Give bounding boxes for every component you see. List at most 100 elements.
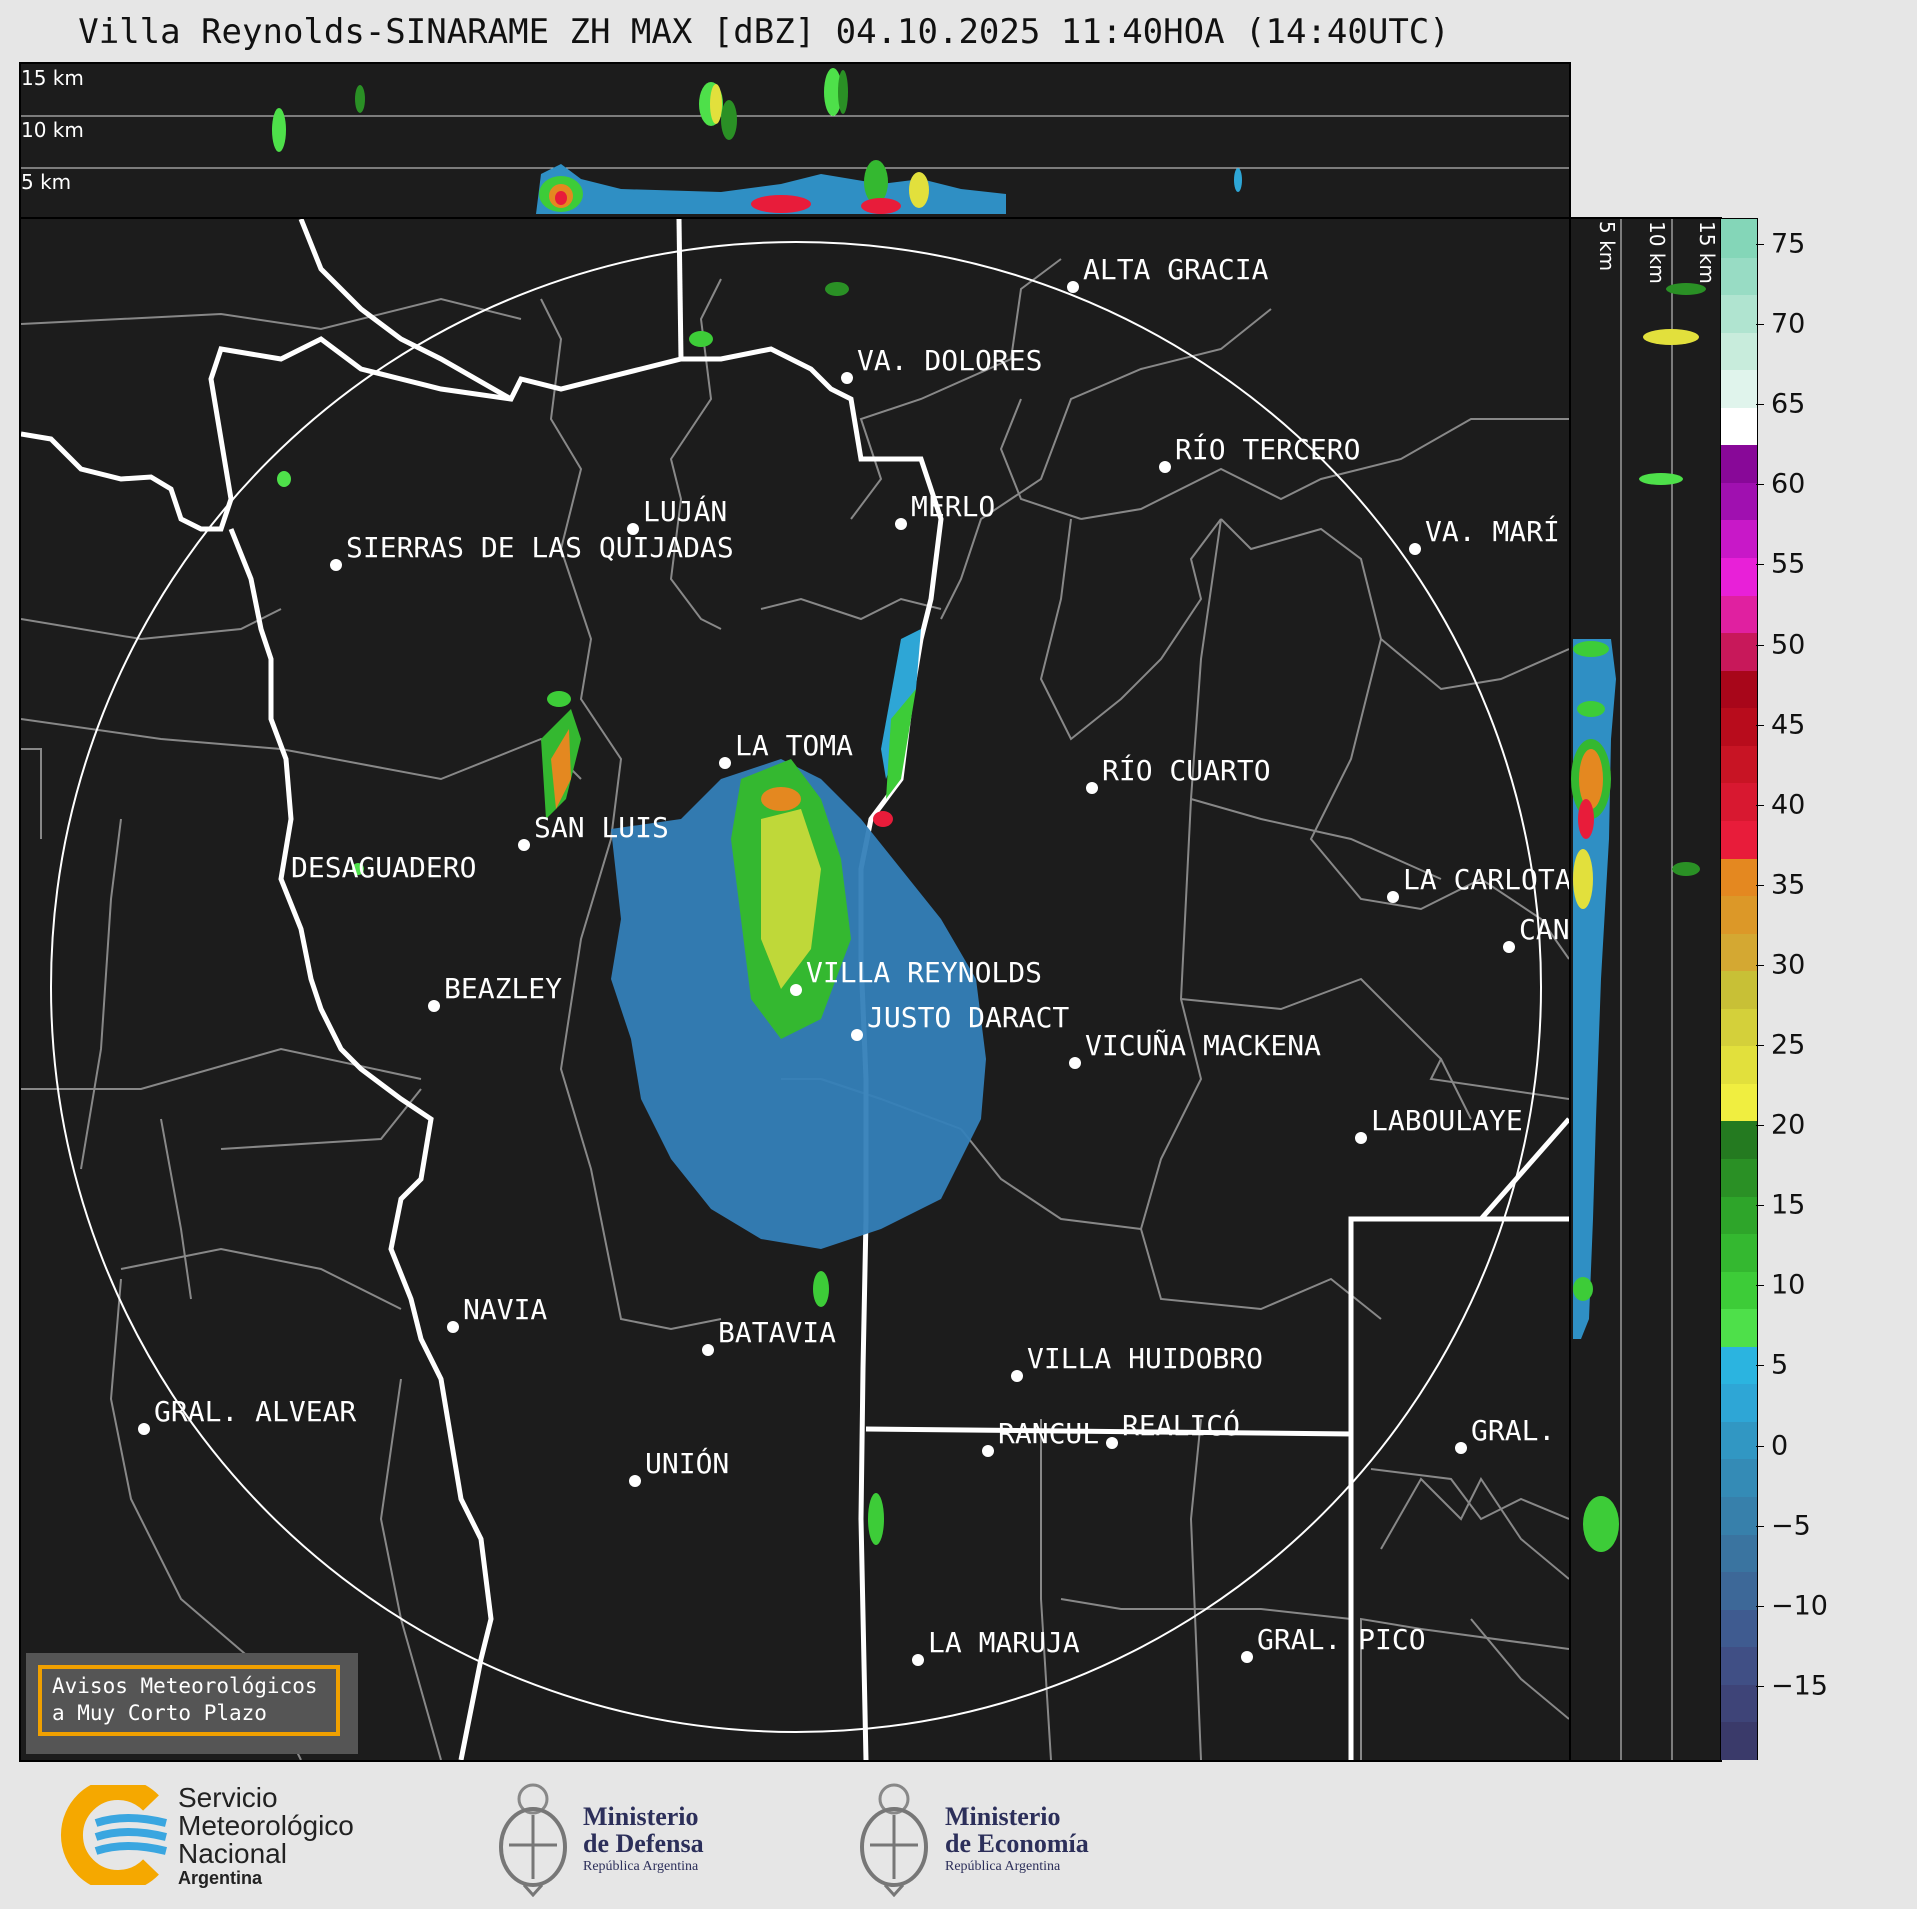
smn-line-4: Argentina — [178, 1868, 263, 1888]
colorbar-segment — [1721, 1045, 1757, 1084]
top-cross-section-panel: 15 km 10 km 5 km — [19, 62, 1571, 219]
city-dot — [1067, 281, 1079, 293]
city-dot — [1159, 461, 1171, 473]
city-label: RÍO TERCERO — [1175, 433, 1361, 466]
defensa-line-2: de Defensa — [583, 1829, 704, 1858]
city-dot — [629, 1475, 641, 1487]
colorbar-segment — [1721, 932, 1757, 972]
top-cross-section-graphic — [21, 68, 1569, 214]
colorbar-segment — [1721, 707, 1757, 746]
dbz-colorbar — [1720, 218, 1758, 1760]
city-label: JUSTO DARACT — [867, 1001, 1070, 1034]
colorbar-segment — [1721, 294, 1757, 333]
economia-emblem-icon — [860, 1783, 928, 1897]
city-dot — [912, 1654, 924, 1666]
city-label: LA TOMA — [735, 729, 854, 762]
colorbar-segment — [1721, 1571, 1757, 1610]
colorbar-tick — [1756, 644, 1764, 646]
city-dot — [1106, 1437, 1118, 1449]
defensa-line-1: Ministerio — [583, 1802, 699, 1831]
colorbar-segment — [1721, 1533, 1757, 1573]
colorbar-segment — [1721, 1270, 1757, 1310]
colorbar-segment — [1721, 632, 1757, 671]
top-level-label-10km: 10 km — [21, 118, 84, 142]
colorbar-tick — [1756, 1525, 1764, 1527]
colorbar-segment — [1721, 895, 1757, 934]
city-label: SIERRAS DE LAS QUIJADAS — [346, 531, 734, 564]
colorbar-segment — [1721, 519, 1757, 559]
city-dot — [138, 1423, 150, 1435]
city-dot — [1503, 941, 1515, 953]
city-dot — [447, 1321, 459, 1333]
colorbar-tick-label: 0 — [1771, 1430, 1789, 1461]
colorbar-segment — [1721, 1383, 1757, 1422]
colorbar-tick — [1756, 324, 1764, 326]
colorbar-tick — [1756, 1365, 1764, 1367]
colorbar-segment — [1721, 1721, 1757, 1760]
city-dot — [851, 1029, 863, 1041]
colorbar-tick-label: 35 — [1771, 869, 1806, 901]
colorbar-segment — [1721, 594, 1757, 634]
warning-link-box[interactable]: Avisos Meteorológicos a Muy Corto Plazo — [26, 1653, 358, 1754]
chart-title: Villa Reynolds-SINARAME ZH MAX [dBZ] 04.… — [78, 12, 1450, 52]
colorbar-tick — [1756, 484, 1764, 486]
city-dot — [1387, 891, 1399, 903]
defensa-logo-text: Ministerio de Defensa República Argentin… — [583, 1804, 704, 1876]
colorbar-segment — [1721, 406, 1757, 446]
economia-line-3: República Argentina — [945, 1859, 1061, 1874]
city-label: CAN — [1519, 913, 1570, 946]
colorbar-segment — [1721, 857, 1757, 897]
colorbar-tick — [1756, 1445, 1764, 1447]
colorbar-tick-label: 20 — [1771, 1109, 1806, 1141]
city-dot — [1086, 782, 1098, 794]
smn-line-3: Nacional — [178, 1838, 287, 1869]
colorbar-segment — [1721, 331, 1757, 371]
city-label: RÍO CUARTO — [1102, 754, 1271, 787]
colorbar-segment — [1721, 1308, 1757, 1347]
city-dot — [841, 372, 853, 384]
economia-line-1: Ministerio — [945, 1802, 1061, 1831]
colorbar-segment — [1721, 557, 1757, 596]
colorbar-tick — [1756, 404, 1764, 406]
city-dot — [1241, 1651, 1253, 1663]
colorbar-tick-label: 65 — [1771, 388, 1806, 420]
economia-line-2: de Economía — [945, 1829, 1089, 1858]
side-level-label-5km: 5 km — [1595, 221, 1619, 272]
city-dot — [719, 757, 731, 769]
city-dot — [702, 1344, 714, 1356]
warning-link-frame[interactable]: Avisos Meteorológicos a Muy Corto Plazo — [38, 1665, 340, 1736]
city-label: LA CARLOTA — [1403, 863, 1571, 896]
colorbar-tick-label: 25 — [1771, 1029, 1806, 1061]
colorbar-tick-label: 75 — [1771, 228, 1806, 260]
colorbar-segment — [1721, 1496, 1757, 1535]
top-level-label-15km: 15 km — [21, 66, 84, 90]
city-dot — [1011, 1370, 1023, 1382]
city-dot — [790, 984, 802, 996]
colorbar-tick — [1756, 1125, 1764, 1127]
city-label: UNIÓN — [645, 1447, 730, 1480]
smn-line-2: Meteorológico — [178, 1810, 354, 1841]
city-label: VILLA REYNOLDS — [806, 956, 1043, 989]
defensa-emblem-icon — [499, 1783, 567, 1897]
colorbar-tick-label: 50 — [1771, 629, 1806, 660]
colorbar-tick-label: 55 — [1771, 548, 1806, 580]
colorbar-tick — [1756, 1285, 1764, 1287]
colorbar-segment — [1721, 819, 1757, 859]
city-label: NAVIA — [463, 1293, 548, 1326]
defensa-line-3: República Argentina — [583, 1859, 699, 1874]
city-label: VILLA HUIDOBRO — [1027, 1342, 1264, 1375]
city-label: GRAL. PICO — [1257, 1623, 1426, 1656]
colorbar-tick-label: 15 — [1771, 1189, 1806, 1221]
city-label: REALICÓ — [1122, 1409, 1241, 1442]
colorbar-tick-label: −15 — [1771, 1670, 1828, 1702]
colorbar-segment — [1721, 256, 1757, 296]
smn-line-1: Servicio — [178, 1782, 278, 1813]
colorbar-tick — [1756, 1605, 1764, 1607]
city-dot — [428, 1000, 440, 1012]
colorbar-tick-label: −10 — [1771, 1590, 1828, 1622]
city-label: MERLO — [911, 490, 996, 523]
colorbar-segment — [1721, 1082, 1757, 1122]
city-label: BATAVIA — [718, 1316, 837, 1349]
colorbar-tick-label: 5 — [1771, 1349, 1789, 1381]
radar-map-panel: ALTA GRACIA VA. DOLORES RÍO TERCERO LUJÁN ME… — [19, 217, 1571, 1762]
